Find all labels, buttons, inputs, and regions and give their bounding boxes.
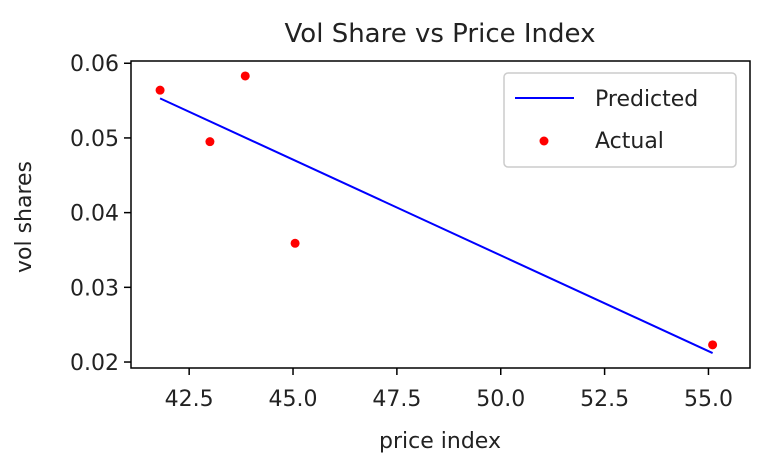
actual-point <box>205 137 215 147</box>
x-tick-label: 50.0 <box>476 387 525 412</box>
y-tick-label: 0.02 <box>70 351 119 376</box>
y-tick-label: 0.04 <box>70 202 119 227</box>
x-tick-label: 45.0 <box>269 387 318 412</box>
legend-dot-swatch <box>539 136 549 146</box>
predicted-line <box>159 97 714 354</box>
legend-frame <box>503 72 737 168</box>
y-axis-label: vol shares <box>12 161 37 273</box>
y-tick-label: 0.06 <box>70 52 119 77</box>
x-tick-label: 55.0 <box>684 387 733 412</box>
series-layer <box>155 71 718 354</box>
chart-title: Vol Share vs Price Index <box>285 19 596 49</box>
x-tick-label: 47.5 <box>372 387 421 412</box>
y-tick-label: 0.03 <box>70 276 119 301</box>
x-axis-label: price index <box>379 429 501 454</box>
legend-label-predicted: Predicted <box>595 87 698 112</box>
legend-label-actual: Actual <box>595 129 664 154</box>
actual-point <box>240 71 250 81</box>
x-axis: 42.5 45.0 47.5 50.0 52.5 55.0 <box>165 368 733 412</box>
x-tick-label: 42.5 <box>165 387 214 412</box>
y-tick-label: 0.05 <box>70 127 119 152</box>
plot-area <box>130 60 751 369</box>
actual-point <box>290 238 300 248</box>
actual-point <box>155 85 165 95</box>
x-tick-label: 52.5 <box>580 387 629 412</box>
actual-point <box>708 340 718 350</box>
legend: Predicted Actual <box>503 72 737 168</box>
y-axis: 0.02 0.03 0.04 0.05 0.06 <box>70 52 131 376</box>
